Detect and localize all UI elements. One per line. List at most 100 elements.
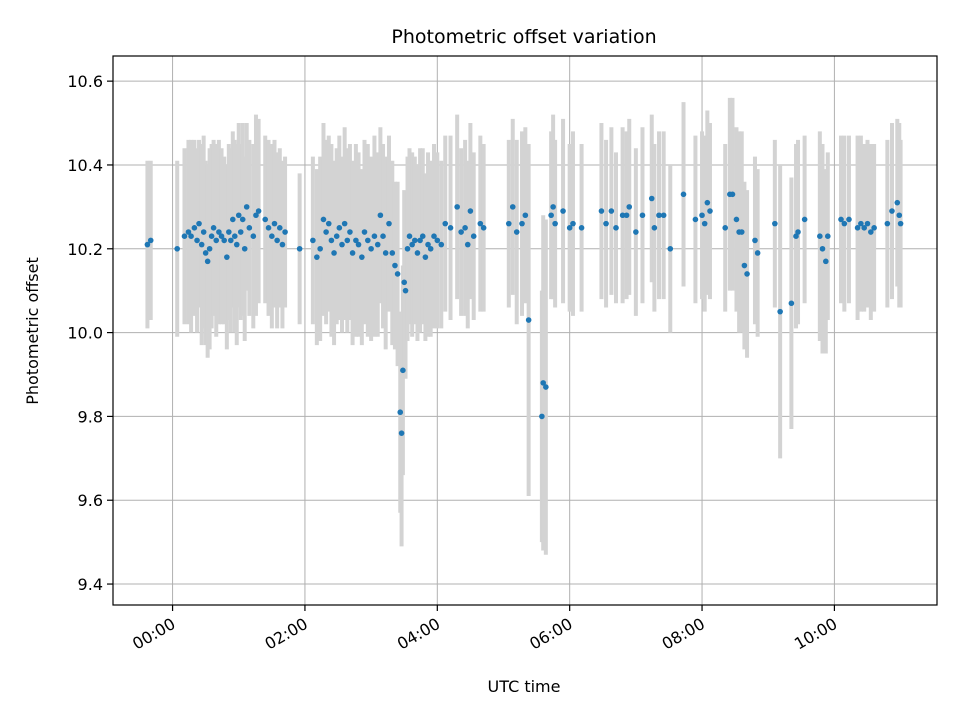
data-point (246, 225, 253, 231)
data-point (824, 233, 831, 240)
data-point (648, 195, 655, 202)
data-point (752, 237, 758, 244)
data-point (741, 262, 748, 269)
data-point (699, 212, 705, 219)
data-point (894, 199, 901, 206)
data-point (382, 250, 389, 256)
data-point (349, 250, 356, 256)
data-point (400, 367, 406, 374)
data-point (365, 237, 371, 244)
data-point (296, 245, 303, 252)
data-point (550, 204, 556, 210)
data-point (795, 229, 801, 235)
data-point (513, 229, 520, 235)
data-point (438, 241, 445, 248)
data-point (447, 225, 454, 231)
data-point (419, 233, 426, 240)
data-point (733, 216, 740, 223)
data-point (401, 279, 408, 286)
data-point (323, 229, 329, 235)
data-point (522, 212, 529, 219)
data-point (578, 225, 585, 231)
data-point (147, 237, 154, 244)
data-point (226, 229, 232, 235)
data-point (282, 229, 288, 235)
data-point (200, 229, 207, 235)
data-point (255, 208, 262, 214)
data-point (404, 245, 411, 252)
data-point (651, 225, 658, 231)
data-points (144, 191, 904, 436)
data-point (619, 212, 626, 219)
data-point (633, 229, 639, 235)
data-point (208, 233, 215, 240)
data-point (191, 225, 198, 231)
data-point (204, 258, 211, 265)
data-point (355, 241, 362, 248)
data-point (540, 380, 547, 386)
data-point (320, 216, 327, 223)
data-point (744, 271, 750, 277)
data-point (427, 245, 434, 252)
data-point (279, 241, 286, 248)
data-point (639, 212, 646, 219)
data-point (788, 300, 795, 307)
data-point (347, 229, 353, 235)
data-point (613, 225, 619, 231)
data-point (253, 212, 259, 219)
data-point (361, 229, 368, 235)
y-tick-label: 9.8 (78, 407, 103, 426)
data-point (458, 229, 464, 235)
data-point (861, 225, 867, 231)
data-point (231, 233, 238, 240)
data-point (434, 237, 441, 244)
data-point (871, 225, 877, 231)
data-point (188, 233, 194, 240)
data-point (359, 254, 365, 260)
data-point (552, 220, 558, 227)
data-point (680, 191, 687, 198)
data-point (216, 229, 222, 235)
data-point (221, 237, 227, 244)
data-point (704, 199, 711, 206)
data-point (398, 430, 405, 436)
data-point (846, 216, 852, 223)
data-point (402, 287, 409, 294)
data-point (239, 216, 246, 223)
data-point (819, 245, 826, 252)
data-point (224, 254, 230, 260)
data-point (656, 212, 662, 219)
data-point (414, 250, 421, 256)
data-point (603, 220, 609, 227)
data-point (206, 245, 213, 252)
data-point (389, 250, 396, 256)
data-point (210, 225, 217, 231)
data-point (462, 225, 468, 231)
data-point (467, 208, 474, 214)
data-point (174, 245, 180, 252)
data-point (801, 216, 808, 223)
data-point (608, 208, 615, 214)
x-axis-label: UTC time (488, 677, 561, 696)
data-point (392, 262, 398, 269)
data-point (202, 250, 209, 256)
data-point (519, 220, 525, 227)
data-point (325, 220, 332, 227)
data-point (243, 204, 250, 210)
data-point (722, 225, 729, 231)
data-point (271, 220, 278, 227)
data-point (218, 233, 225, 240)
y-axis: 9.4 9.6 9.8 10.0 10.2 10.4 10.6 (67, 72, 113, 594)
data-point (344, 237, 351, 244)
data-point (229, 216, 236, 223)
data-point (276, 225, 283, 231)
data-point (707, 208, 713, 214)
data-point (477, 220, 484, 227)
data-point (394, 271, 401, 277)
data-point (754, 250, 761, 256)
data-point (897, 220, 904, 227)
data-point (889, 208, 895, 214)
data-point (213, 237, 220, 244)
